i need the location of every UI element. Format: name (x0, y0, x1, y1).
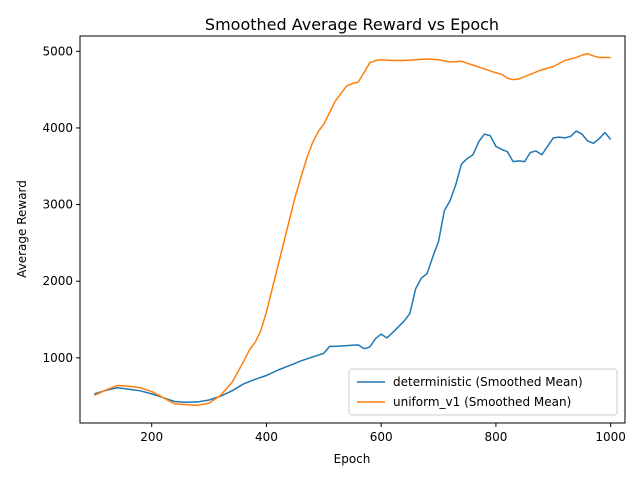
x-tick-label: 400 (255, 430, 278, 444)
axes-frame (79, 35, 626, 424)
x-axis-ticks: 200 400 600 800 1000 (140, 423, 626, 444)
y-tick-label: 3000 (42, 198, 73, 212)
legend-box (348, 368, 618, 416)
legend-label-0: deterministic (Smoothed Mean) (393, 375, 583, 389)
series-line-0 (94, 130, 612, 404)
series-line-1 (94, 52, 611, 407)
x-tick-label: 800 (484, 430, 507, 444)
x-tick-label: 1000 (595, 430, 626, 444)
y-tick-label: 2000 (42, 274, 73, 288)
y-axis-label: Average Reward (15, 180, 29, 278)
legend: deterministic (Smoothed Mean) uniform_v1 … (348, 368, 618, 416)
x-tick-label: 600 (370, 430, 393, 444)
y-axis-ticks: 1000 2000 3000 4000 5000 (42, 44, 80, 365)
chart-title: Smoothed Average Reward vs Epoch (205, 15, 499, 34)
axes (79, 35, 626, 424)
plot-area (94, 52, 612, 407)
y-tick-label: 4000 (42, 121, 73, 135)
x-axis-label: Epoch (334, 452, 371, 466)
y-tick-label: 5000 (42, 44, 73, 58)
x-tick-label: 200 (140, 430, 163, 444)
legend-label-1: uniform_v1 (Smoothed Mean) (393, 395, 571, 409)
y-tick-label: 1000 (42, 351, 73, 365)
